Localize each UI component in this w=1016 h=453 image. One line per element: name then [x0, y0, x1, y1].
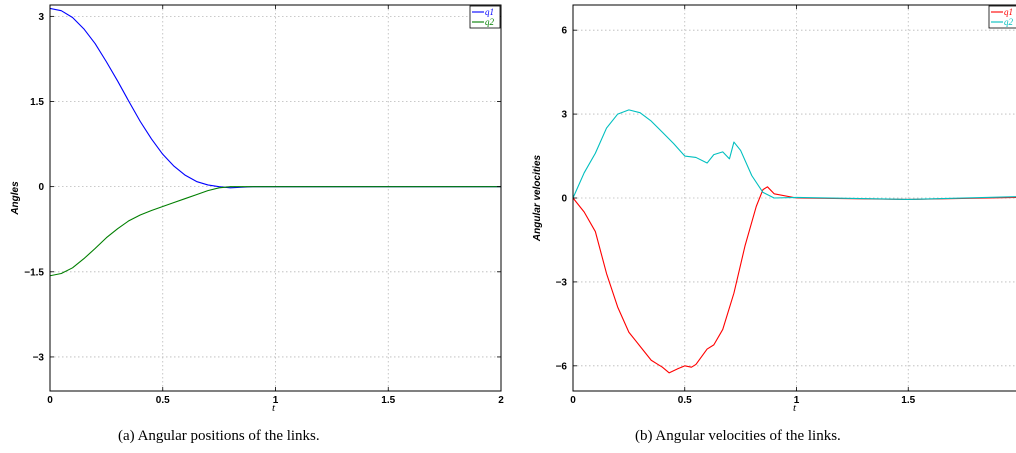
- y-axis-label: Angles: [10, 181, 21, 216]
- y-tick-label: 0: [38, 182, 44, 193]
- x-tick-label: 0.5: [678, 395, 692, 406]
- x-axis-label: t: [272, 402, 276, 414]
- y-tick-label: 1.5: [30, 97, 44, 108]
- y-tick-label: 3: [561, 110, 567, 121]
- panel-angular-positions: 0 0.5 1 1.5 2 −3 −1.5 0 1.5 3 t Angles q1 q2 (a) Angu…: [10, 4, 504, 444]
- x-tick-label: 0.5: [156, 395, 170, 406]
- caption-angular-velocities: (b) Angular velocities of the links.: [635, 428, 841, 444]
- series-line-q2: [50, 186, 501, 277]
- x-tick-label: 1.5: [381, 395, 395, 406]
- x-tick-label: 0: [47, 395, 53, 406]
- x-tick-label: 0: [570, 395, 576, 406]
- y-tick-label: −6: [556, 361, 568, 372]
- y-tick-label: 0: [561, 194, 567, 205]
- x-tick-label: 2: [498, 395, 504, 406]
- legend-label-q1: q1: [485, 7, 494, 17]
- x-tick-label: 1.5: [901, 395, 915, 406]
- series-line-q1: [573, 186, 1016, 374]
- y-tick-label: 6: [561, 26, 567, 37]
- legend-label-q2: q2: [485, 17, 495, 27]
- x-tick-label: 1: [794, 395, 800, 406]
- panel-angular-velocities: 0 0.5 1 1.5 −6 −3 0 3 6 t Angular velocities q1 q2 (…: [520, 0, 1016, 453]
- legend-label-q2: q2: [1004, 17, 1014, 27]
- caption-angular-positions: (a) Angular positions of the links.: [118, 428, 320, 444]
- y-tick-label: 3: [38, 12, 44, 23]
- y-tick-label: −3: [33, 352, 45, 363]
- x-axis-label: t: [793, 402, 797, 414]
- y-axis-label: Angular velocities: [532, 154, 543, 242]
- series-line-q2: [573, 109, 1016, 200]
- x-tick-label: 1: [273, 395, 279, 406]
- y-tick-label: −1.5: [24, 267, 44, 278]
- legend-label-q1: q1: [1004, 7, 1013, 17]
- y-tick-label: −3: [556, 277, 568, 288]
